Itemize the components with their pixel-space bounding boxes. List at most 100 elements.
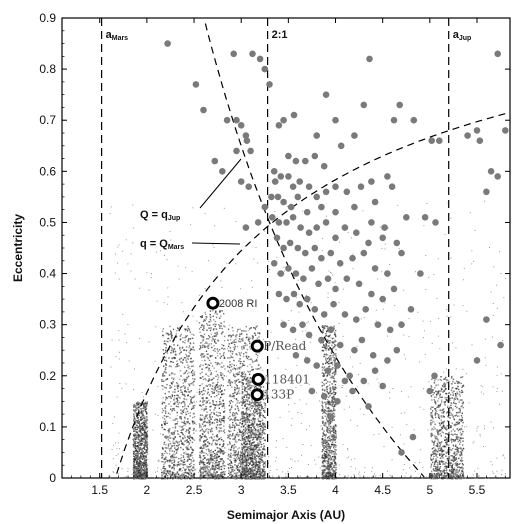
comet-point (230, 50, 237, 58)
object-marker (251, 372, 265, 386)
comet-point (332, 234, 339, 242)
comet-point (308, 265, 316, 272)
comet-point (368, 219, 375, 226)
comet-point (330, 300, 337, 308)
comet-point (318, 203, 325, 211)
comet-point (285, 265, 292, 272)
comet-point (296, 300, 304, 308)
x-tick-label: 5 (426, 483, 433, 497)
comet-point (219, 168, 226, 175)
comet-point (494, 50, 502, 58)
comet-point (308, 387, 316, 395)
comet-point (286, 239, 294, 247)
x-tick-label: 1.5 (91, 483, 108, 497)
comet-point (300, 275, 307, 283)
x-tick-label: 3.5 (280, 483, 297, 497)
comet-point (327, 326, 335, 334)
comet-point (371, 265, 379, 272)
comet-point (305, 331, 313, 339)
density-cluster (429, 375, 465, 480)
comet-point (497, 341, 504, 349)
comet-point (421, 214, 429, 221)
comet-point (320, 311, 328, 318)
comet-point (390, 116, 398, 124)
comet-point (294, 244, 302, 252)
comet-point (341, 311, 349, 318)
comet-point (403, 214, 410, 221)
comet-point (324, 367, 332, 375)
x-tick-label: 5.5 (469, 483, 486, 497)
comet-point (268, 193, 275, 201)
comet-points (164, 40, 509, 456)
comet-point (431, 372, 438, 380)
q-equals-Q-mars-curve (116, 112, 510, 474)
comet-point (384, 357, 391, 364)
y-tick-label: 0.8 (39, 62, 56, 76)
annotation-labels: aMars 2:1 aJup Q = qJup q = QMars (106, 29, 472, 251)
comet-point (334, 398, 341, 405)
comet-point (254, 219, 262, 226)
comet-point (360, 101, 368, 109)
y-axis-title: Eccentricity (11, 214, 25, 282)
y-tick-label: 0.5 (39, 215, 56, 229)
comet-point (384, 173, 391, 180)
y-tick-label: 0.2 (39, 369, 56, 383)
comet-point (289, 183, 297, 190)
Q-equals-q-jup-curve (204, 23, 425, 478)
comet-point (368, 290, 375, 298)
comet-point (247, 147, 254, 155)
comet-point (313, 132, 321, 139)
comet-point (341, 224, 349, 231)
comet-point (386, 326, 394, 334)
labeled-objects: 2008 RI P/Read 118401 133P (206, 296, 310, 402)
comet-point (369, 352, 377, 359)
comet-point (270, 260, 278, 267)
comet-point (351, 203, 358, 211)
comet-point (311, 244, 319, 252)
object-marker (250, 339, 264, 353)
comet-point (353, 316, 360, 323)
comet-point (280, 116, 287, 124)
comet-point (277, 173, 285, 180)
comet-point (388, 183, 396, 190)
comet-point (290, 290, 298, 298)
comet-point (483, 188, 490, 196)
comet-point (283, 295, 290, 303)
comet-point (287, 203, 295, 211)
comet-point (292, 157, 300, 165)
comet-point (233, 116, 240, 124)
vertical-line-label: aMars (106, 29, 129, 42)
comet-point (368, 178, 375, 185)
comet-point (270, 168, 278, 175)
comet-point (336, 260, 344, 267)
comet-point (346, 372, 354, 380)
comet-point (473, 357, 481, 364)
y-tick-label: 0.7 (39, 113, 56, 127)
y-tick-label: 0.1 (39, 420, 56, 434)
object-label: 133P (263, 388, 294, 402)
object-marker (206, 296, 220, 310)
comet-point (426, 387, 434, 395)
comet-point (311, 306, 319, 313)
object-label: 2008 RI (219, 298, 258, 310)
comet-point (365, 403, 372, 410)
comet-point (410, 116, 418, 124)
object-label: P/Read (263, 339, 306, 353)
x-tick-label: 4 (332, 483, 339, 497)
comet-point (285, 152, 292, 160)
x-axis-title: Semimajor Axis (AU) (227, 508, 345, 522)
comet-point (249, 50, 256, 58)
x-tick-label: 2.5 (186, 483, 203, 497)
comet-point (332, 208, 339, 216)
comet-point (351, 132, 358, 139)
curve-label: Q = qJup (140, 209, 180, 222)
comet-point (332, 183, 339, 190)
comet-point (417, 270, 424, 277)
comet-point (280, 244, 287, 252)
comet-point (362, 306, 370, 313)
comet-point (494, 173, 502, 180)
axis-ticks: 1.5 2 2.5 3 3.5 4 4.5 5 5.5 0 0.1 0.2 0.3 0.4 0.5 0.6 0.… (39, 11, 510, 497)
comet-point (305, 183, 313, 190)
comet-point (266, 81, 273, 88)
